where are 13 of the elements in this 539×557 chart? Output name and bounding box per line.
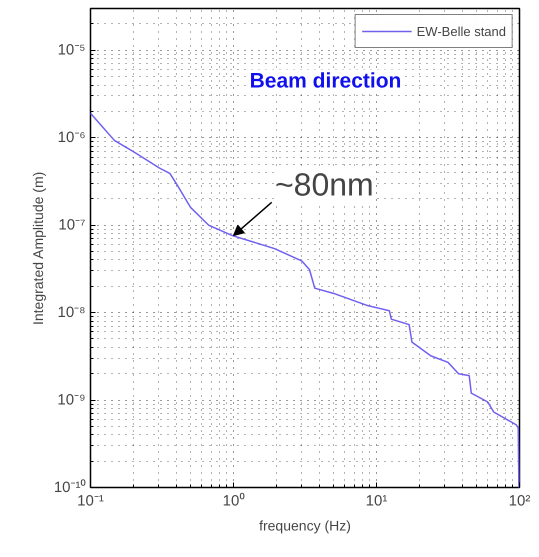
legend-label: EW-Belle stand [416,24,506,38]
y-tick-label: 10⁻⁶ [58,129,86,146]
y-tick-label: 10⁻⁵ [58,42,86,59]
y-tick-label: 10⁻⁸ [57,304,86,322]
annotation: ~80nm [274,166,374,202]
x-tick-label: 10⁰ [222,492,244,510]
x-tick-label: 10¹ [366,492,388,510]
annotation: Beam direction [250,70,402,92]
y-tick-label: 10⁻⁷ [58,216,86,234]
x-axis-title: frequency (Hz) [259,518,351,534]
y-tick-label: 10⁻⁹ [57,392,86,409]
x-tick-label: 10² [508,492,530,510]
y-axis-title: Integrated Amplitude (m) [30,172,46,326]
